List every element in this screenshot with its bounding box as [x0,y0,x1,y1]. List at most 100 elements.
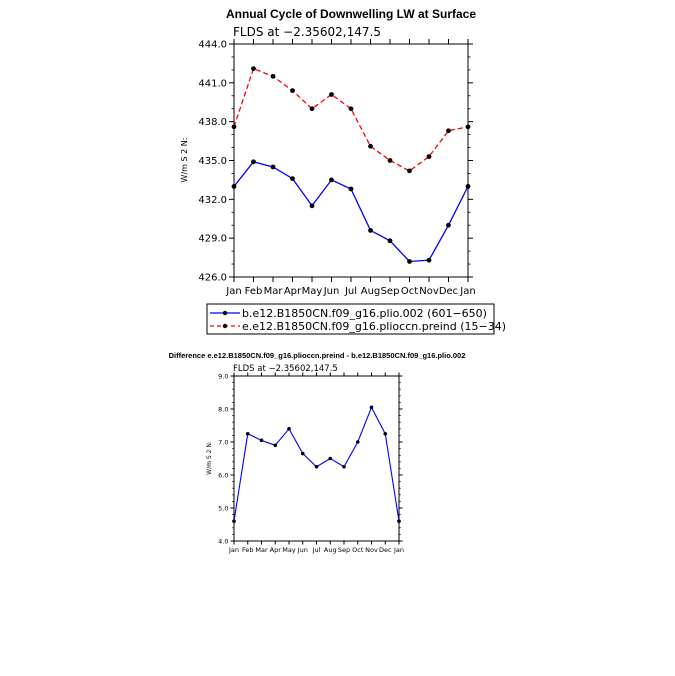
series-2-point [290,88,295,93]
x-tick-label: Jun [297,546,308,554]
series-1-point [314,464,319,469]
y-tick-label: 426.0 [198,273,227,284]
series-1-point [232,519,236,523]
x-tick-label: Mar [255,546,268,554]
series-2-point [329,92,334,97]
x-tick-label: Dec [379,546,392,554]
x-tick-label: May [282,546,296,554]
y-tick-label: 6.0 [218,471,228,479]
series-1-point [270,164,276,170]
series-1-point [348,186,354,192]
series-2-line [233,67,469,172]
series-1-point [387,238,393,244]
y-tick-label: 429.0 [198,234,227,245]
legend-label-series2: e.e12.B1850CN.f09_g16.plioccn.preind (15… [242,320,506,333]
x-tick-label: Apr [270,546,282,554]
legend-swatch-marker-series2 [222,323,228,329]
series-1-point [407,259,412,264]
x-tick-label: Jan [228,546,239,554]
x-tick-label: Sep [381,286,400,297]
y-tick-label: 4.0 [218,537,228,545]
y-tick-label: 9.0 [218,372,228,380]
series-1-point [287,427,291,431]
y-tick-label: 7.0 [218,438,228,446]
x-tick-label: Nov [419,286,439,297]
series-1-point [465,183,471,189]
y-tick-label: 435.0 [198,156,227,167]
series-2-point [368,143,373,149]
series-2-point [426,154,432,160]
y-tick-label: 5.0 [218,504,228,512]
chart1-legend: b.e12.B1850CN.f09_g16.plio.002 (601−650)… [206,303,506,335]
x-tick-label: Jan [393,546,404,554]
series-2-point [231,124,237,130]
x-tick-label: Mar [264,286,284,297]
chart2-series-group [232,405,401,523]
chart1-y-axis-label: W/m S 2 N: [180,138,189,183]
series-2-point [348,106,354,112]
chart-annual-cycle: Annual Cycle of Downwelling LW at Surfac… [180,7,506,335]
series-1-line [233,406,400,522]
series-1-point [309,203,315,209]
series-2-point [446,128,451,134]
series-1-point [369,405,374,410]
series-1-point [329,177,334,183]
chart-difference: Difference e.e12.B1850CN.f09_g16.plioccn… [169,351,466,554]
x-tick-label: Feb [245,286,263,297]
y-tick-label: 441.0 [198,78,227,89]
series-2-point [251,66,256,71]
chart1-axes: Jan Feb Mar Apr May Jun Jul Aug Sep Oct Nov Dec Jan4… [198,39,476,297]
series-1-point [251,159,256,165]
x-tick-label: Jun [323,286,340,297]
x-tick-label: Oct [401,286,418,297]
x-tick-label: May [302,286,323,297]
x-tick-label: Aug [361,286,381,297]
series-1-point [273,443,278,448]
legend-swatch-marker-series1 [222,310,228,316]
series-1-point [355,440,360,444]
x-tick-label: Feb [242,546,254,554]
chart2-plot-frame [233,375,400,542]
series-2-point [465,124,471,130]
series-2-point [270,73,276,79]
series-2-point [407,168,412,174]
legend-label-series1: b.e12.B1850CN.f09_g16.plio.002 (601−650) [242,307,487,320]
chart1-title: Annual Cycle of Downwelling LW at Surfac… [226,7,476,21]
chart2-title: Difference e.e12.B1850CN.f09_g16.plioccn… [169,351,466,360]
y-tick-label: 432.0 [198,195,227,206]
series-1-point [383,431,388,436]
x-tick-label: Jul [312,546,321,554]
y-tick-label: 8.0 [218,405,228,413]
x-tick-label: Sep [338,546,350,554]
y-tick-label: 444.0 [198,40,227,51]
x-tick-label: Jul [344,286,357,297]
chart1-series-group [231,66,471,264]
series-2-point [309,106,315,112]
series-1-point [259,438,264,443]
x-tick-label: Oct [352,546,364,554]
x-tick-label: Aug [324,546,337,554]
chart1-subtitle: FLDS at −2.35602,147.5 [233,25,381,39]
series-1-point [328,456,333,461]
series-1-point [342,464,346,469]
series-1-point [300,451,305,456]
chart1-legend-box [206,303,495,335]
chart2-axes: Jan Feb Mar Apr May Jun Jul Aug Sep Oct Nov Dec Jan4… [218,372,404,554]
chart2-y-axis-label: W/m S 2 N: [206,441,213,475]
series-1-point [290,176,295,182]
x-tick-label: Jan [225,286,241,297]
chart2-subtitle: FLDS at −2.35602,147.5 [233,364,338,374]
series-1-point [426,257,432,263]
y-tick-label: 438.0 [198,117,227,128]
series-1-point [397,519,401,523]
series-1-point [231,183,237,189]
series-1-line [233,161,469,263]
series-2-point [387,158,393,163]
series-1-point [368,228,373,233]
x-tick-label: Jan [459,286,475,297]
series-1-point [446,222,451,228]
series-1-point [245,431,250,436]
x-tick-label: Dec [439,286,458,297]
x-tick-label: Apr [284,286,302,297]
